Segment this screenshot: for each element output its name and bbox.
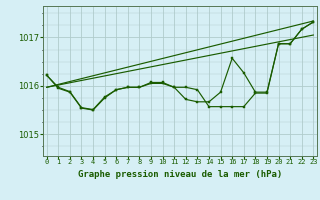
X-axis label: Graphe pression niveau de la mer (hPa): Graphe pression niveau de la mer (hPa) xyxy=(78,170,282,179)
